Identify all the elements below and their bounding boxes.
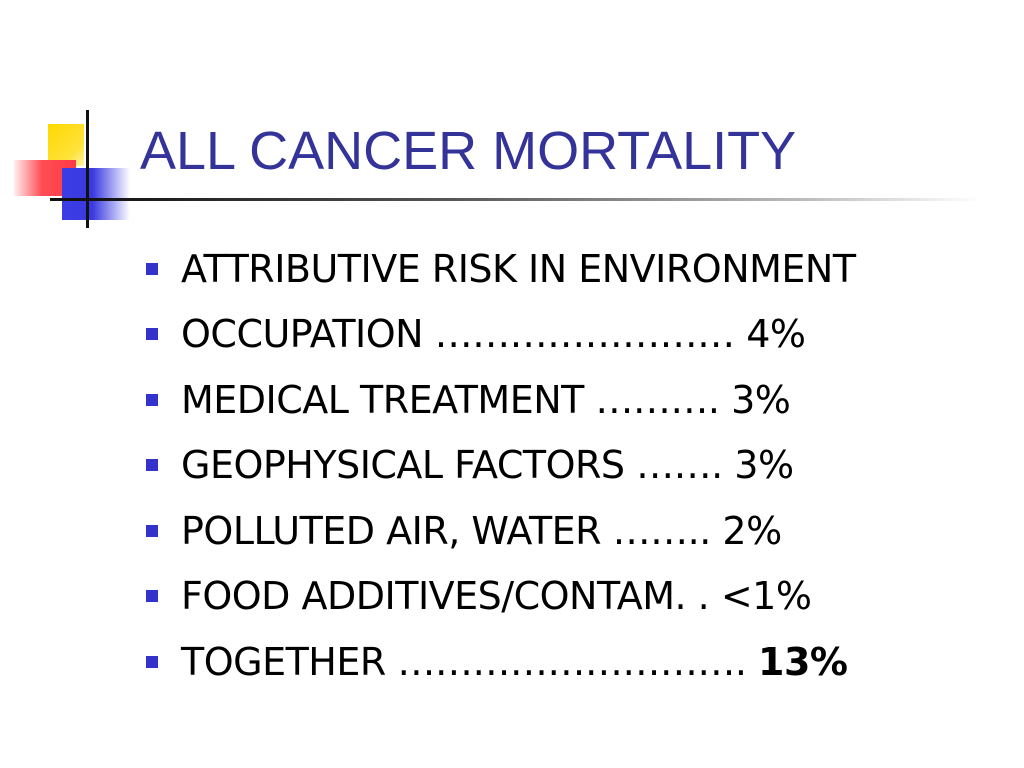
bullet-square-icon bbox=[146, 655, 158, 668]
bullet-square-icon bbox=[146, 393, 158, 406]
bullet-value: 2% bbox=[722, 508, 782, 553]
bullet-item-polluted-air-water: POLLUTED AIR, WATER …….. 2% bbox=[146, 498, 856, 564]
bullet-square-icon bbox=[146, 459, 158, 472]
blue-square-decoration bbox=[62, 168, 130, 220]
bullet-text: FOOD ADDITIVES/CONTAM. . bbox=[181, 574, 721, 619]
bullet-value-total: 13% bbox=[758, 639, 848, 684]
bullet-text: POLLUTED AIR, WATER …….. bbox=[181, 508, 723, 553]
vertical-line-decoration bbox=[86, 110, 89, 228]
bullet-square-icon bbox=[146, 590, 158, 603]
yellow-square-decoration bbox=[48, 124, 84, 166]
bullet-value: <1% bbox=[720, 574, 812, 619]
bullet-square-icon bbox=[146, 262, 158, 275]
bullet-text: MEDICAL TREATMENT ………. bbox=[181, 377, 732, 422]
slide-title: ALL CANCER MORTALITY bbox=[140, 121, 797, 181]
bullet-value: 4% bbox=[746, 312, 806, 357]
bullet-item-geophysical-factors: GEOPHYSICAL FACTORS ……. 3% bbox=[146, 433, 856, 499]
bullet-text: OCCUPATION …………………… bbox=[181, 312, 747, 357]
bullet-item-medical-treatment: MEDICAL TREATMENT ………. 3% bbox=[146, 367, 856, 433]
bullet-item-attributive-risk: ATTRIBUTIVE RISK IN ENVIRONMENT bbox=[146, 236, 856, 302]
bullet-list: ATTRIBUTIVE RISK IN ENVIRONMENT OCCUPATI… bbox=[146, 236, 856, 695]
bullet-square-icon bbox=[146, 328, 158, 341]
slide-decoration-logo bbox=[0, 0, 150, 240]
bullet-text: ATTRIBUTIVE RISK IN ENVIRONMENT bbox=[181, 246, 856, 291]
bullet-item-occupation: OCCUPATION …………………… 4% bbox=[146, 302, 856, 368]
bullet-item-food-additives: FOOD ADDITIVES/CONTAM. . <1% bbox=[146, 564, 856, 630]
bullet-item-together: TOGETHER ………………………. 13% bbox=[146, 629, 856, 695]
bullet-text: GEOPHYSICAL FACTORS ……. bbox=[181, 443, 735, 488]
bullet-value: 3% bbox=[734, 443, 794, 488]
bullet-text: TOGETHER ………………………. bbox=[181, 639, 759, 684]
bullet-square-icon bbox=[146, 524, 158, 537]
bullet-value: 3% bbox=[731, 377, 791, 422]
title-underline-rule bbox=[90, 198, 980, 201]
